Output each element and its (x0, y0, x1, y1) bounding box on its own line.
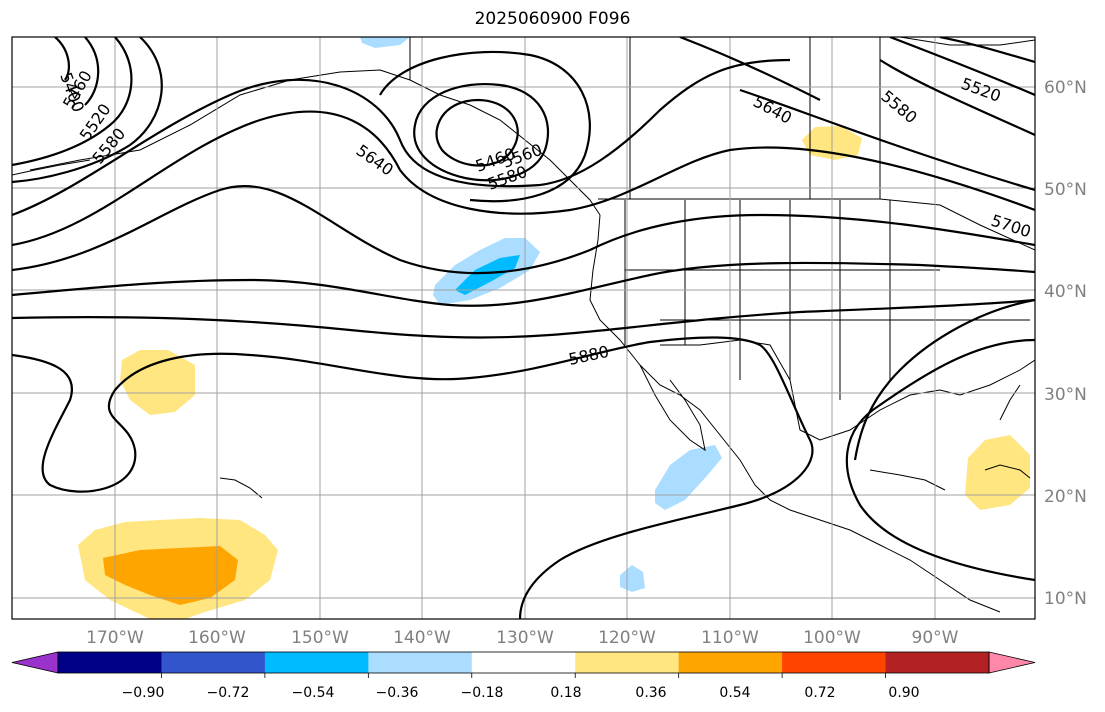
lat-label: 20°N (1044, 487, 1087, 507)
contour-label: 5580 (877, 87, 920, 128)
gulf-coast (799, 359, 1035, 441)
contour-5400 (54, 37, 70, 81)
colorbar-tick-label: −0.72 (207, 685, 250, 701)
contour-5820 (12, 261, 1035, 307)
contour-gulf-inner (853, 298, 1035, 461)
lon-label: 100°W (803, 628, 861, 648)
lon-label: 120°W (598, 628, 656, 648)
baja-peninsula (639, 364, 706, 452)
lat-label: 10°N (1044, 589, 1087, 609)
lat-label: 60°N (1044, 78, 1087, 98)
height-contours (12, 37, 1035, 619)
colorbar-tick-label: 0.18 (550, 685, 581, 701)
contour-5580-nw (12, 37, 163, 184)
colorbar-ticks (161, 673, 886, 678)
contour-label: 5640 (750, 92, 795, 128)
lat-label: 30°N (1044, 385, 1087, 405)
contour-5860 (12, 298, 1035, 339)
contour-label: 5640 (353, 141, 397, 180)
map-frame (11, 36, 1036, 620)
lat-label: 50°N (1044, 180, 1087, 200)
lon-label: 140°W (393, 628, 451, 648)
colorbar-tick-label: −0.90 (122, 685, 165, 701)
shade-blue-pacific-nw (455, 255, 520, 295)
colorbar-extend-left (11, 651, 59, 674)
yucatan (869, 469, 946, 491)
lon-label: 110°W (701, 628, 759, 648)
contour-5460 (84, 37, 100, 106)
colorbar-segment (782, 652, 887, 673)
colorbar-segment (264, 652, 369, 673)
colorbar-tick-label: 0.72 (804, 685, 835, 701)
aleutian-chain (12, 159, 91, 176)
shade-light-blue-baja (655, 445, 722, 510)
lon-label: 160°W (188, 628, 246, 648)
colorbar-segment (58, 652, 162, 673)
colorbar-tick-label: −0.54 (292, 685, 335, 701)
contour-low-outer (379, 50, 591, 203)
colorbar-tick-label: 0.54 (719, 685, 750, 701)
contour-5880 (12, 336, 814, 619)
contour-ne-5520 (889, 37, 1035, 97)
contour-ne-5640 (739, 88, 1035, 192)
lat-label: 40°N (1044, 282, 1087, 302)
colorbar-tick-label: 0.90 (888, 685, 919, 701)
shade-yellow-cuba (965, 435, 1030, 510)
lon-label: 90°W (912, 628, 959, 648)
contour-ne-5640-b (679, 37, 821, 101)
colorbar-tick-label: −0.36 (376, 685, 419, 701)
contour-5700-arc (12, 110, 1035, 247)
colorbar-segments (11, 651, 1036, 674)
colorbar-segment (885, 652, 990, 673)
lon-label: 170°W (86, 628, 144, 648)
contour-5520 (12, 37, 133, 167)
florida (999, 384, 1021, 421)
lon-labels: 170°W 160°W 150°W 140°W 130°W 120°W 110°… (86, 628, 959, 648)
contour-label: 5700 (989, 211, 1034, 242)
contour-label: 5880 (567, 342, 611, 369)
colorbar-extend-right (988, 651, 1036, 674)
map-title: 2025060900 F096 (474, 9, 631, 29)
colorbar-tick-label: −0.18 (461, 685, 504, 701)
contour-5640-arc (12, 58, 791, 217)
shade-yellow-pacific (120, 350, 195, 415)
lon-label: 150°W (291, 628, 349, 648)
colorbar-outline (57, 651, 990, 674)
colorbar-tick-labels: −0.90 −0.72 −0.54 −0.36 −0.18 0.18 0.36 … (122, 685, 920, 701)
lon-label: 130°W (496, 628, 554, 648)
hawaii (219, 477, 263, 499)
shade-light-blue-small (620, 565, 645, 592)
cuba (984, 464, 1031, 479)
colorbar-tick-label: 0.36 (635, 685, 666, 701)
shade-orange-hawaii-south (103, 546, 238, 605)
colorbar-segment (161, 652, 266, 673)
colorbar-segment (471, 652, 576, 673)
contour-5760 (12, 184, 1035, 275)
contour-ne-5580 (879, 59, 1035, 137)
contour-ne-top (939, 37, 1035, 64)
colorbar-segment (368, 652, 473, 673)
contour-low-middle (413, 83, 550, 182)
lat-labels: 60°N 50°N 40°N 30°N 20°N 10°N (1044, 78, 1087, 609)
shade-light-blue-ak-top (360, 37, 410, 48)
contour-mexico-ridge (845, 338, 1035, 582)
colorbar-segment (678, 652, 783, 673)
shaded-anomalies (78, 37, 1030, 619)
colorbar-segment (575, 652, 680, 673)
colorbar: −0.90 −0.72 −0.54 −0.36 −0.18 0.18 0.36 … (11, 651, 1036, 701)
contour-low-inner (435, 98, 519, 167)
